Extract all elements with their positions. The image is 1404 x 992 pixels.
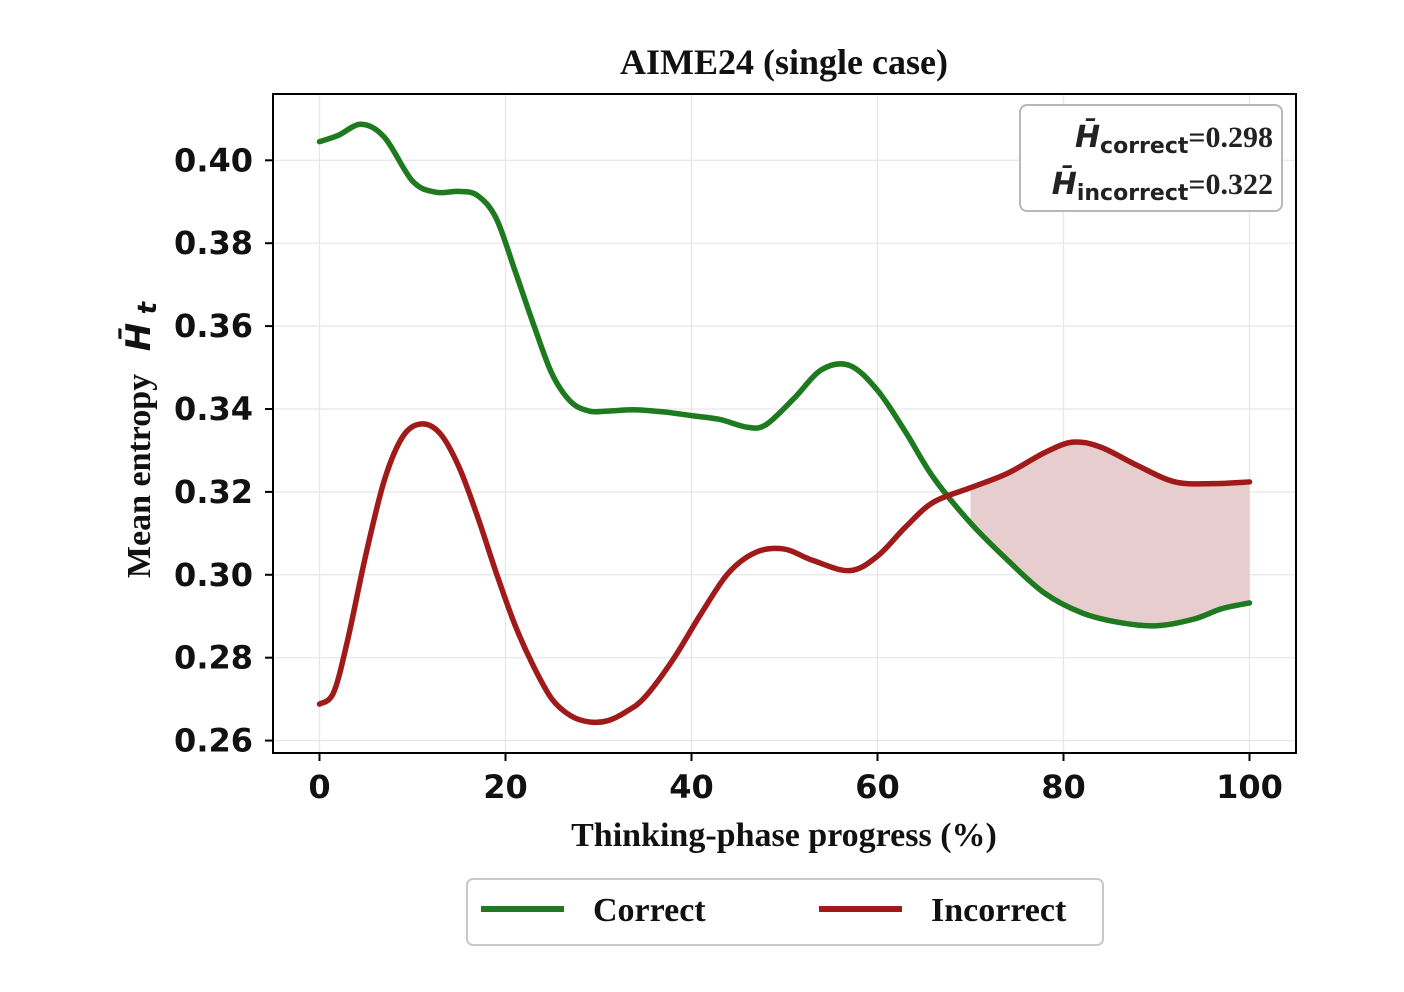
series-layer [316, 121, 1253, 726]
plot-frame [272, 93, 1297, 754]
y-tick-label: 0.32 [174, 473, 253, 511]
y-tick-label: 0.28 [174, 639, 253, 677]
series-line-incorrect [316, 421, 1253, 726]
legend-label-correct: Correct [593, 892, 706, 929]
y-axis: 0.26 0.28 0.30 0.32 0.34 0.36 0.38 0.40 [174, 141, 273, 760]
svg-text:H̄correct=0.298: H̄correct=0.298 [1075, 119, 1273, 159]
y-tick-label: 0.36 [174, 307, 253, 345]
annotation-value-correct: =0.298 [1188, 121, 1273, 154]
annotation-value-incorrect: =0.322 [1188, 168, 1273, 201]
legend-label-incorrect: Incorrect [931, 892, 1067, 929]
chart-title: AIME24 (single case) [620, 42, 948, 82]
annotation-symbol-correct: H̄ [1075, 119, 1100, 155]
y-tick-label: 0.38 [174, 224, 253, 262]
annotation-subscript-correct: correct [1100, 134, 1189, 159]
x-tick-label: 0 [308, 768, 330, 806]
svg-text:Mean entropy H̄ t: Mean entropy H̄ t [117, 300, 163, 578]
y-axis-label: Mean entropy [121, 374, 158, 578]
y-axis-label-subscript: t [133, 300, 163, 314]
x-axis: 0 20 40 60 80 100 [308, 753, 1283, 806]
y-tick-label: 0.40 [174, 141, 253, 179]
shaded-gap-region [970, 442, 1250, 626]
stats-annotation: H̄correct=0.298 H̄incorrect=0.322 [1019, 104, 1283, 212]
y-tick-label: 0.30 [174, 556, 253, 594]
x-tick-label: 60 [855, 768, 900, 806]
x-tick-label: 80 [1041, 768, 1086, 806]
x-tick-label: 20 [483, 768, 528, 806]
y-axis-label-group: Mean entropy H̄ t [117, 300, 163, 578]
y-axis-label-symbol: H̄ [117, 323, 159, 351]
x-axis-label: Thinking-phase progress (%) [571, 817, 997, 854]
x-tick-label: 100 [1216, 768, 1283, 806]
y-tick-label: 0.26 [174, 722, 253, 760]
annotation-symbol-incorrect: H̄ [1052, 166, 1077, 202]
legend: Correct Incorrect [466, 878, 1104, 946]
annotation-subscript-incorrect: incorrect [1077, 181, 1189, 206]
series-line-correct [316, 121, 1253, 629]
x-tick-label: 40 [669, 768, 714, 806]
svg-text:H̄incorrect=0.322: H̄incorrect=0.322 [1052, 166, 1273, 206]
y-tick-label: 0.34 [174, 390, 253, 428]
